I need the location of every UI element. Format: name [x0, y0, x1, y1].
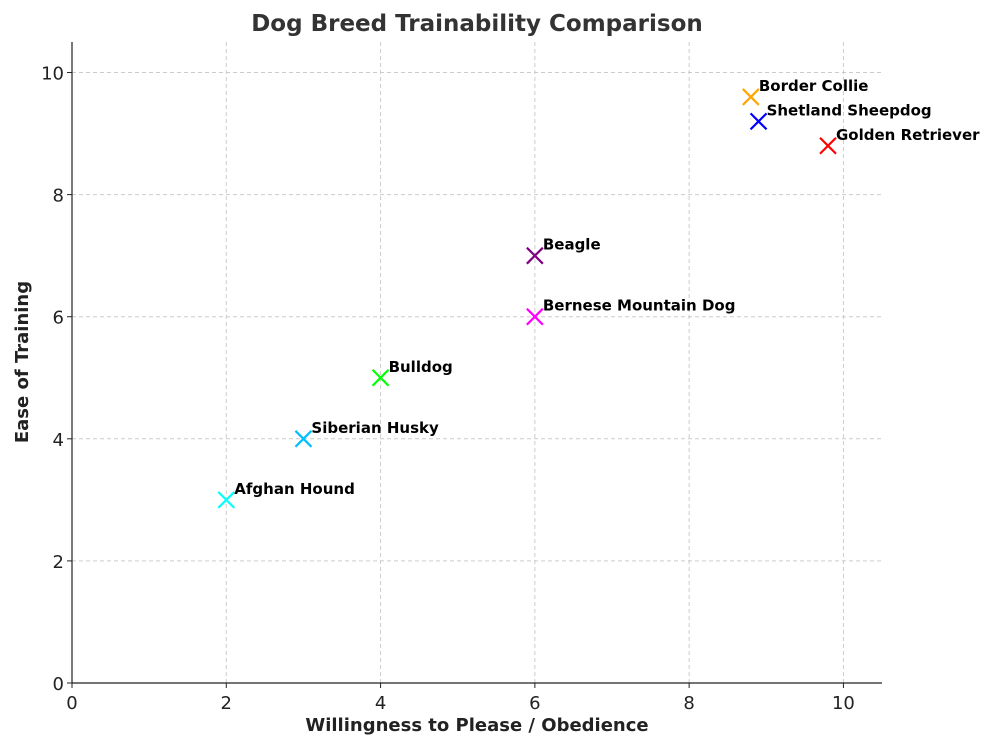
x-marker — [819, 137, 837, 155]
point-label: Afghan Hound — [234, 480, 355, 498]
x-marker — [294, 430, 313, 448]
x-marker — [371, 368, 390, 387]
point-label: Bernese Mountain Dog — [543, 297, 736, 315]
chart-title: Dog Breed Trainability Comparison — [251, 11, 703, 37]
x-marker — [526, 246, 544, 265]
x-tick-label: 10 — [832, 693, 855, 714]
data-point: Siberian Husky — [294, 419, 439, 448]
ticks: 0 2 4 6 8 10 0 2 4 6 8 10 — [41, 64, 855, 714]
x-marker — [217, 491, 236, 509]
x-marker — [749, 112, 768, 131]
y-tick-label: 2 — [53, 552, 64, 573]
point-label: Shetland Sheepdog — [767, 101, 932, 119]
x-tick-label: 6 — [529, 693, 540, 714]
y-tick-label: 4 — [53, 430, 64, 451]
y-tick-label: 6 — [53, 308, 64, 329]
x-tick-label: 4 — [375, 693, 386, 714]
y-axis-label: Ease of Training — [12, 281, 33, 443]
x-tick-label: 0 — [66, 693, 77, 714]
y-tick-label: 10 — [41, 64, 64, 85]
data-point: Golden Retriever — [819, 126, 980, 155]
point-label: Siberian Husky — [311, 419, 439, 437]
data-point: Shetland Sheepdog — [749, 101, 932, 131]
data-point: Border Collie — [742, 77, 869, 106]
grid — [72, 42, 882, 683]
x-tick-label: 8 — [683, 693, 694, 714]
point-label: Golden Retriever — [836, 126, 980, 144]
point-label: Bulldog — [389, 358, 453, 376]
x-tick-label: 2 — [221, 693, 232, 714]
plot-frame — [72, 42, 882, 683]
y-tick-label: 8 — [53, 186, 64, 207]
data-point: Afghan Hound — [217, 480, 355, 509]
x-marker — [742, 88, 760, 106]
points: Border Collie Shetland Sheepdog Golden Ret… — [217, 77, 980, 509]
x-marker — [526, 307, 544, 326]
y-tick-label: 0 — [53, 674, 64, 695]
data-point: Bernese Mountain Dog — [526, 297, 736, 326]
data-point: Bulldog — [371, 358, 453, 387]
x-axis-label: Willingness to Please / Obedience — [305, 715, 648, 736]
point-label: Beagle — [543, 236, 601, 254]
data-point: Beagle — [526, 236, 601, 265]
point-label: Border Collie — [759, 77, 869, 95]
